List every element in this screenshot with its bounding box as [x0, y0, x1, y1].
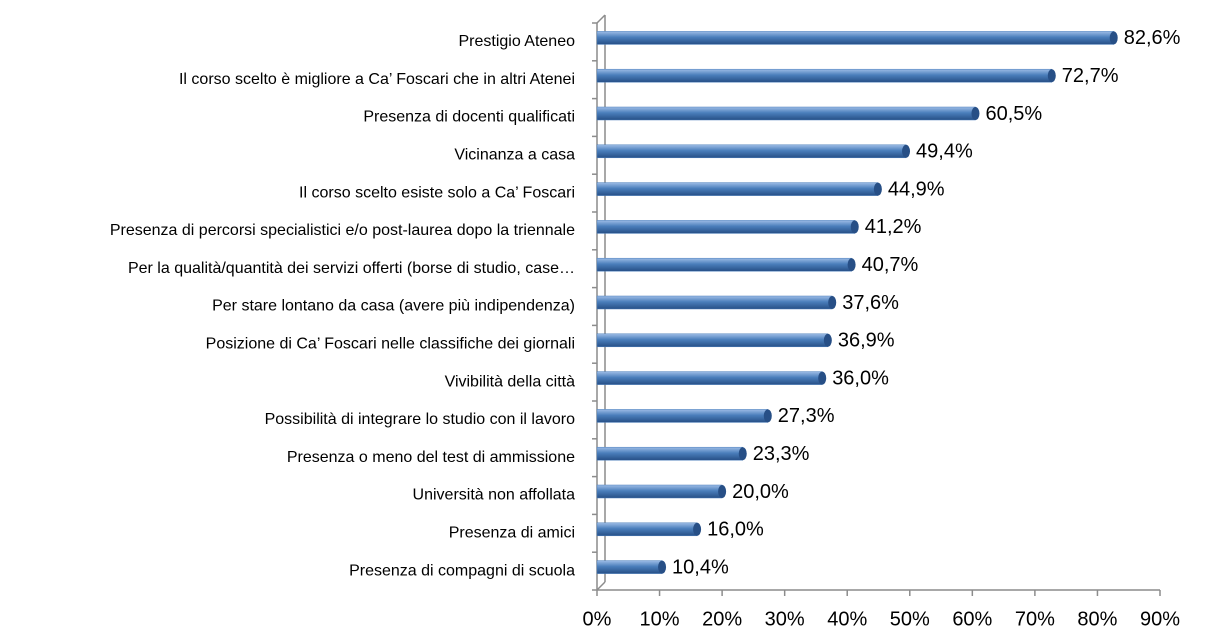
bar — [596, 409, 769, 423]
value-label: 37,6% — [842, 292, 899, 314]
x-tick-label: 30% — [765, 608, 805, 630]
axis-corner — [596, 581, 606, 591]
value-label: 41,2% — [865, 216, 922, 238]
bar — [596, 446, 744, 461]
bar-cap — [873, 182, 882, 196]
category-label: Vivibilità della città — [445, 373, 576, 390]
value-label: 44,9% — [888, 178, 945, 200]
category-label: Presenza di percorsi specialistici e/o p… — [110, 222, 575, 239]
value-label: 10,4% — [672, 556, 729, 578]
category-label: Il corso scelto è migliore a Ca’ Foscari… — [179, 71, 575, 88]
category-label: Per la qualità/quantità dei servizi offe… — [128, 260, 575, 277]
axis-corner — [596, 14, 606, 24]
bar-cap — [693, 522, 702, 536]
value-label: 40,7% — [862, 254, 919, 276]
bar — [596, 522, 698, 537]
value-label: 72,7% — [1062, 65, 1119, 87]
bar — [596, 106, 976, 121]
category-label: Presenza di compagni di scuola — [349, 562, 575, 579]
bar-cap — [738, 447, 747, 461]
bar — [596, 31, 1114, 45]
bar — [596, 560, 663, 574]
bar-cap — [902, 144, 911, 158]
bar — [596, 295, 833, 310]
x-tick-label: 10% — [640, 608, 680, 630]
value-label: 49,4% — [916, 141, 973, 163]
value-label: 36,0% — [832, 367, 889, 389]
category-label: Possibilità di integrare lo studio con i… — [265, 411, 575, 428]
value-label: 27,3% — [778, 405, 835, 427]
bar — [596, 333, 829, 348]
value-label: 36,9% — [838, 330, 895, 352]
category-label: Prestigio Ateneo — [458, 33, 575, 50]
bar — [596, 182, 879, 196]
bar-cap — [850, 220, 859, 234]
bar — [596, 144, 907, 159]
bar-cap — [971, 107, 980, 120]
value-label: 82,6% — [1124, 27, 1181, 49]
value-label: 20,0% — [732, 481, 789, 503]
bar — [596, 68, 1053, 83]
bar-cap — [818, 371, 827, 385]
bar — [596, 371, 823, 385]
value-label: 23,3% — [753, 443, 810, 465]
x-tick-label: 40% — [827, 608, 867, 630]
bar-cap — [828, 296, 837, 309]
category-label: Il corso scelto esiste solo a Ca’ Foscar… — [299, 184, 575, 201]
x-tick-label: 0% — [583, 608, 612, 630]
x-tick-label: 80% — [1077, 608, 1117, 630]
category-label: Presenza di amici — [449, 525, 575, 542]
category-label: Presenza di docenti qualificati — [363, 109, 575, 126]
x-tick-label: 50% — [890, 608, 930, 630]
category-label: Università non affollata — [413, 487, 576, 504]
category-label: Vicinanza a casa — [454, 147, 575, 164]
x-tick-label: 60% — [952, 608, 992, 630]
bar-cap — [847, 258, 856, 272]
bar-cap — [718, 485, 727, 498]
bar — [596, 220, 855, 234]
bar-cap — [763, 409, 772, 423]
category-label: Posizione di Ca’ Foscari nelle classific… — [206, 336, 575, 353]
bar-cap — [658, 560, 667, 574]
x-tick-label: 70% — [1015, 608, 1055, 630]
x-tick-label: 20% — [702, 608, 742, 630]
category-label: Presenza o meno del test di ammissione — [287, 449, 575, 466]
bar — [596, 257, 852, 272]
bar-cap — [823, 333, 832, 347]
category-label: Per stare lontano da casa (avere più ind… — [212, 298, 575, 315]
x-tick-label: 90% — [1140, 608, 1180, 630]
bar-cap — [1047, 69, 1056, 83]
bar — [596, 484, 723, 499]
value-label: 16,0% — [707, 519, 764, 541]
value-label: 60,5% — [985, 103, 1042, 125]
bar-cap — [1109, 31, 1118, 45]
